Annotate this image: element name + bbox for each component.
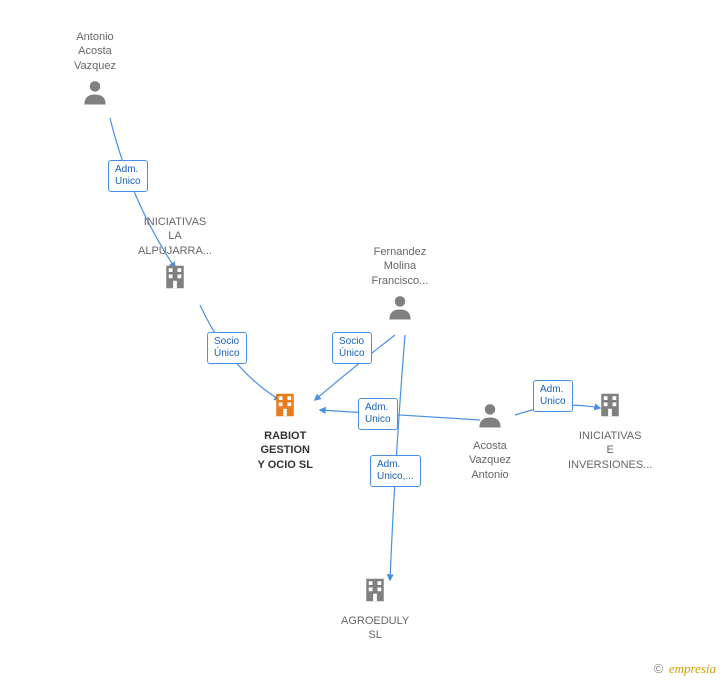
building-icon: [595, 390, 625, 420]
node-label: Antonio Acosta Vazquez: [74, 30, 116, 73]
node-acosta_bottom[interactable]: Acosta Vazquez Antonio: [469, 400, 511, 482]
edge-label: Socio Único: [332, 332, 372, 364]
edge-label: Adm. Unico,...: [370, 455, 421, 487]
node-label: INICIATIVAS E INVERSIONES...: [568, 429, 652, 472]
person-icon: [475, 400, 505, 430]
building-icon: [160, 262, 190, 292]
edge-label: Adm. Unico: [533, 380, 573, 412]
node-label: AGROEDULY SL: [341, 614, 409, 643]
node-iniciativas_inversiones[interactable]: INICIATIVAS E INVERSIONES...: [568, 390, 652, 472]
node-label: Acosta Vazquez Antonio: [469, 439, 511, 482]
edge-acosta_bottom-rabiot: [320, 410, 480, 420]
node-antonio_top[interactable]: Antonio Acosta Vazquez: [74, 30, 116, 112]
node-rabiot[interactable]: RABIOT GESTION Y OCIO SL: [258, 390, 313, 472]
edge-label: Socio Único: [207, 332, 247, 364]
copyright-symbol: ©: [654, 661, 664, 676]
node-label: INICIATIVAS LA ALPUJARRA...: [138, 215, 212, 258]
brand-name: empresia: [669, 661, 716, 676]
edge-label: Adm. Unico: [108, 160, 148, 192]
node-iniciativas_alpujarra[interactable]: INICIATIVAS LA ALPUJARRA...: [138, 215, 212, 297]
person-icon: [80, 77, 110, 107]
node-fernandez[interactable]: Fernandez Molina Francisco...: [372, 245, 429, 327]
edge-label: Adm. Unico: [358, 398, 398, 430]
building-icon: [270, 390, 300, 420]
node-label: RABIOT GESTION Y OCIO SL: [258, 429, 313, 472]
node-label: Fernandez Molina Francisco...: [372, 245, 429, 288]
node-agroeduly[interactable]: AGROEDULY SL: [341, 575, 409, 643]
footer: © empresia: [654, 661, 716, 677]
person-icon: [385, 292, 415, 322]
building-icon: [360, 575, 390, 605]
